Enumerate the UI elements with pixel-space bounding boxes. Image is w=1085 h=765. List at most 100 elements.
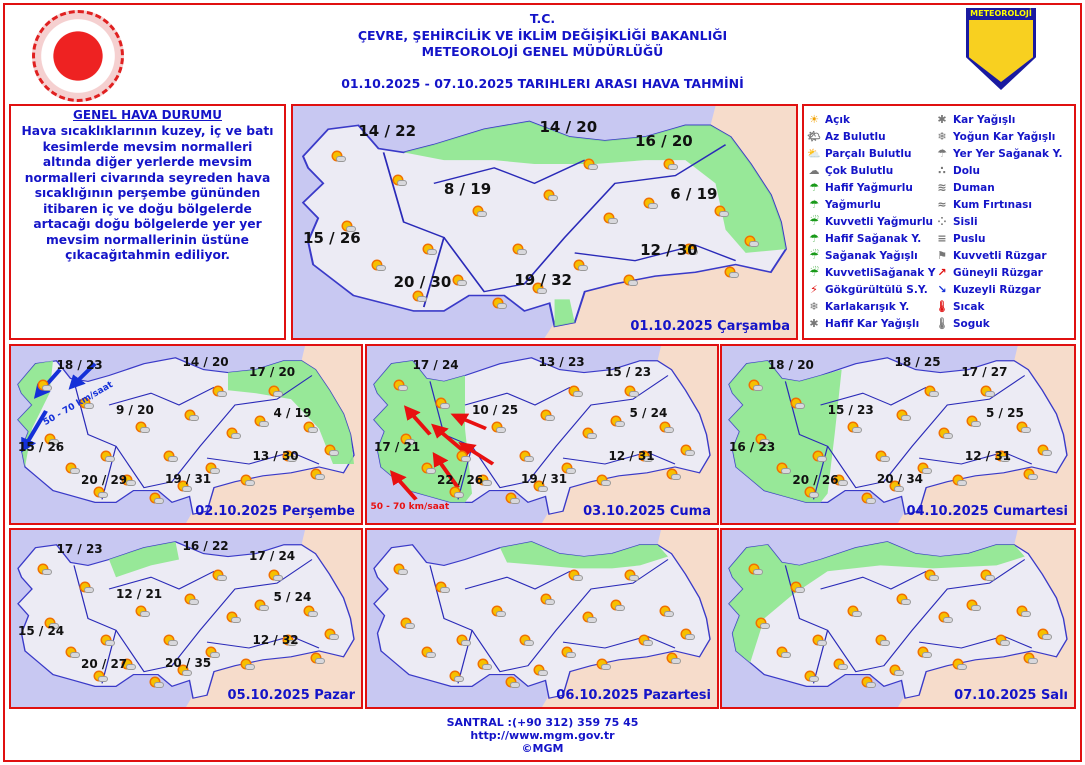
weather-icon [453,276,467,287]
weather-icon [137,422,150,433]
north-wind-arrow-icon [21,410,48,453]
legend-label: Sağanak Yağışlı [825,249,918,262]
forecast-map-day-1: 14 / 22 14 / 20 16 / 20 8 / 19 6 / 19 15 / 26… [291,104,798,340]
temperature-label: 20 / 27 [81,657,128,672]
weather-icon [682,630,695,641]
footer-url[interactable]: http://www.mgm.gov.tr [470,729,615,742]
weather-icon [256,600,269,611]
legend-label: Kum Fırtınası [953,198,1033,211]
weather-icon [81,583,94,594]
weather-icon [179,665,192,676]
weather-icon [507,493,520,504]
temperature-label: 17 / 24 [249,549,296,564]
temperature-label: 14 / 20 [539,117,598,136]
legend-item: ∴ Dolu [935,163,1073,179]
shower-icon: ☔ [809,248,819,262]
temperature-label: 18 / 20 [767,358,814,373]
region-border [820,570,927,590]
weather-icon [640,452,653,463]
temperature-label: 13 / 23 [538,354,585,369]
temperature-label: 10 / 25 [472,402,519,417]
light-snow-icon: ✱ [809,316,819,330]
weather-icon [186,594,199,605]
region-border [574,244,737,262]
weather-icon [862,677,876,688]
region-border [73,381,117,500]
weather-icon [451,671,464,682]
temperature-label: 14 / 20 [182,354,229,369]
weather-icon [876,636,890,647]
weather-icon [563,464,576,474]
weather-icon [626,387,639,398]
region-border [471,375,669,489]
weather-icon [437,399,450,410]
weather-icon [423,464,436,474]
weather-icon [137,606,150,617]
weather-icon [848,422,862,433]
temperature-label: 19 / 31 [521,471,568,486]
region-border [820,386,927,406]
weather-icon [67,648,80,658]
forecast-map-day-7: 07.10.2025 Salı [720,528,1076,709]
weather-icon [402,618,415,629]
general-weather-panel: GENEL HAVA DURUMU Hava sıcaklıklarının k… [9,104,286,340]
legend-item: ↗ Güneyli Rüzgar [935,265,1073,281]
region-border [562,451,676,465]
forecast-date: 05.10.2025 Pazar [227,688,355,703]
legend-label: Yağmurlu [825,198,881,211]
weather-icon [312,469,325,480]
weather-icon [393,175,407,186]
legend-label: Puslu [953,232,986,245]
legend-item: ☔ Kuvvetli Yağmurlu [807,214,935,230]
weather-icon [521,636,534,647]
weather-icon [982,387,996,398]
weather-icon [665,160,679,171]
legend-item: ☂ Yer Yer Sağanak Y. [935,146,1073,162]
weather-icon [806,487,820,498]
south-wind-arrow-icon [432,452,460,489]
legend-item: ❄ Karlakarışık Y. [807,299,935,315]
weather-icon [165,636,178,647]
temperature-label: 20 / 29 [81,473,128,488]
general-weather-text: Hava sıcaklıklarının kuzey, iç ve batı k… [21,124,274,262]
weather-icon [270,387,283,398]
weather-icon [834,659,848,670]
partly-cloudy-icon: ⛅ [807,146,821,160]
weather-icon [305,422,318,433]
weather-icon [151,493,164,504]
weather-icon [186,410,199,421]
legend-label: Çok Bulutlu [825,164,894,177]
forecast-date: 01.10.2025 Çarşamba [630,319,790,334]
legend-label: Güneyli Rüzgar [953,266,1043,279]
weather-icon [890,665,904,676]
weather-icon [507,677,520,688]
header-tc: T.C. [529,11,556,26]
sandstorm-icon: ≈ [937,197,947,211]
region-border [115,559,313,673]
weather-icon [757,434,771,445]
temperature-label: 12 / 31 [608,448,655,463]
weather-icon [996,636,1010,647]
weather-icon [940,612,954,623]
weather-icon [326,446,339,457]
region-border [429,565,473,684]
fog-icon: ⁘ [937,214,947,228]
legend-item: ≡ Puslu [935,231,1073,247]
ministry-logo [32,10,124,102]
legend-item: ✱ Hafif Kar Yağışlı [807,316,935,332]
temperature-label: 14 / 22 [358,122,417,141]
weather-icon [584,160,598,171]
temperature-label: 9 / 20 [116,402,154,417]
weather-icon [1017,422,1031,433]
temperature-label: 15 / 26 [303,228,361,247]
turkey-land [17,541,355,699]
temperature-label: 16 / 22 [182,538,229,553]
region-border [464,570,571,590]
forecast-date: 07.10.2025 Salı [954,688,1068,703]
weather-icon [123,659,136,670]
weather-icon [343,222,357,232]
legend-item: 🌡 Soguk [935,316,1073,332]
weather-icon [1038,446,1052,457]
legend-label: Kuvvetli Yağmurlu [825,215,934,228]
temperature-label: 15 / 26 [18,439,65,454]
